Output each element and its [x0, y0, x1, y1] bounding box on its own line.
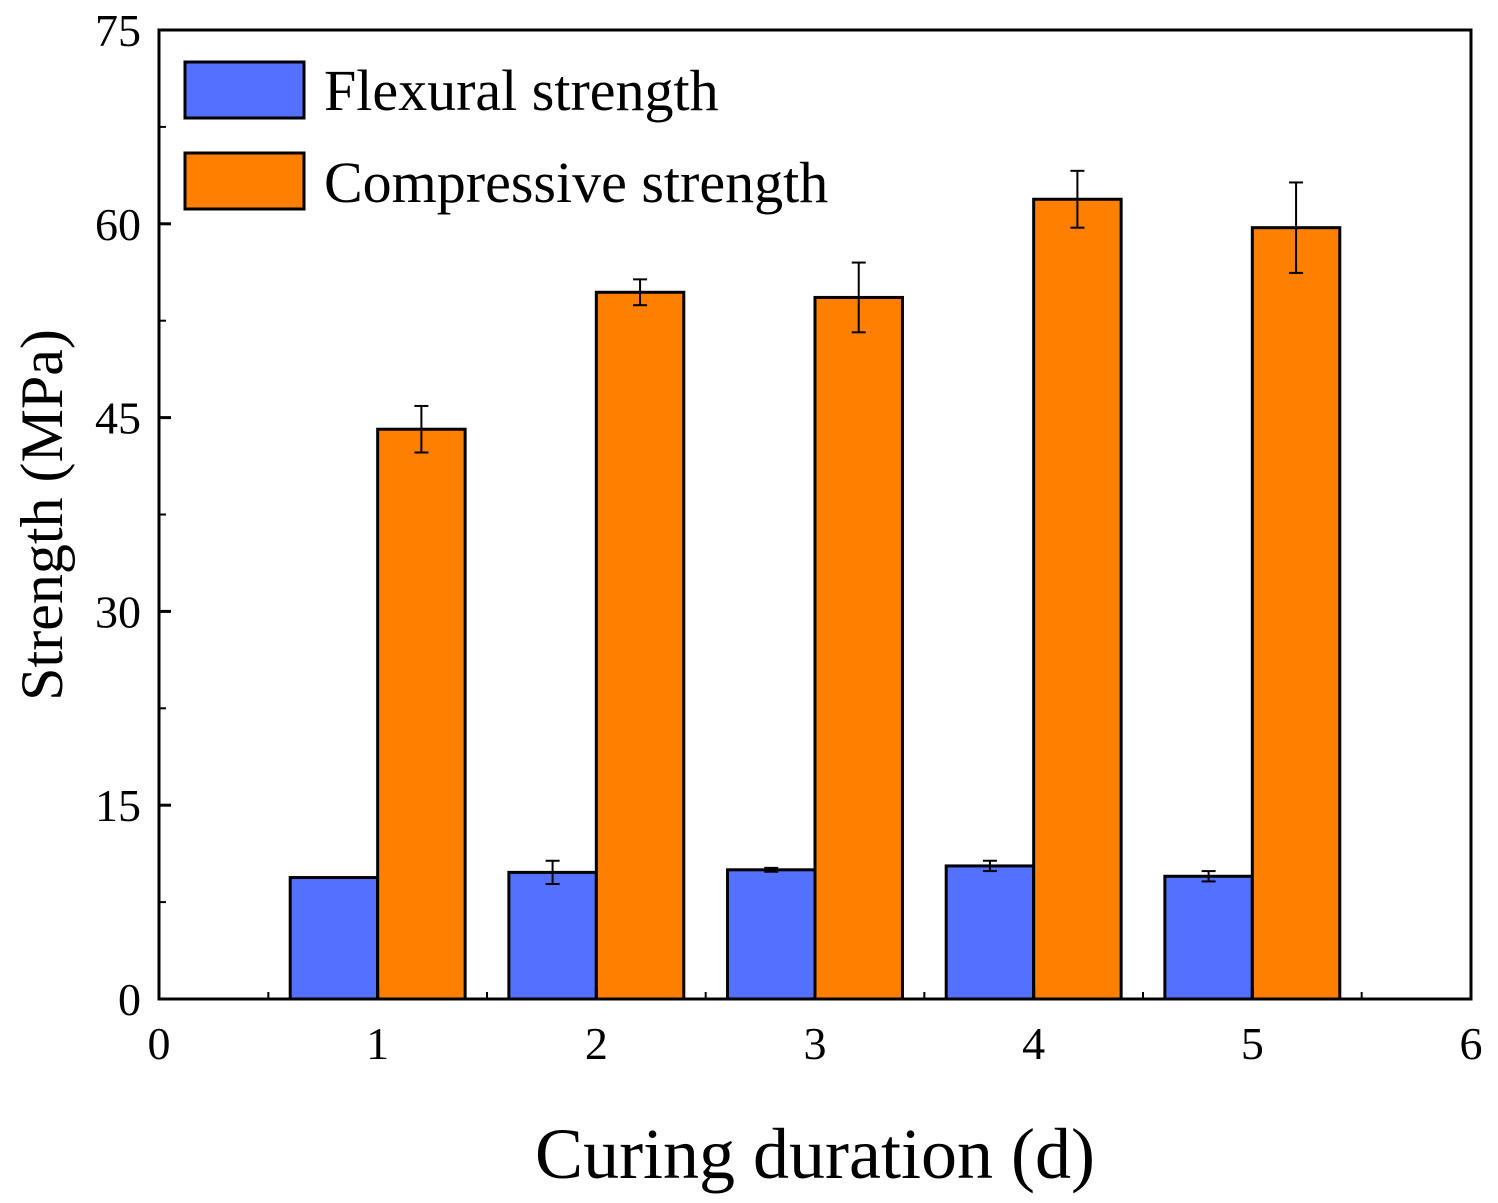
x-axis-ticks: 0 1 2 3 4 5 6 [148, 987, 1483, 1069]
bar-compressive-4 [1032, 197, 1123, 1001]
legend-swatch-flexural [183, 60, 306, 120]
y-axis-title: Strength (MPa) [9, 329, 75, 701]
bars-layer [288, 197, 1342, 1001]
error-bar-compressive-1 [414, 404, 429, 454]
bar-flexural-4 [944, 864, 1036, 1001]
bar-compressive-3 [813, 295, 904, 1001]
legend-label-flexural: Flexural strength [324, 58, 719, 123]
error-bar-compressive-2 [633, 278, 648, 307]
y-tick-label: 45 [95, 393, 141, 444]
y-axis-ticks: 0 15 30 45 60 75 [95, 5, 171, 1025]
x-tick-label: 2 [585, 1018, 608, 1069]
y-tick-label: 30 [95, 586, 141, 637]
x-tick-label: 3 [804, 1018, 827, 1069]
error-bars-layer [414, 169, 1304, 886]
y-tick-label: 15 [95, 780, 141, 831]
bar-flexural-2 [507, 870, 598, 1001]
error-bar-compressive-3 [851, 261, 866, 334]
y-tick-label: 0 [118, 974, 141, 1025]
bar-compressive-1 [376, 427, 467, 1001]
x-tick-label: 6 [1460, 1018, 1483, 1069]
error-bar-flexural-2 [545, 859, 560, 886]
error-bar-compressive-4 [1070, 169, 1085, 229]
error-bar-flexural-3 [764, 866, 779, 873]
y-tick-label: 60 [95, 199, 141, 250]
error-bar-flexural-5 [1201, 870, 1216, 883]
bar-compressive-2 [594, 290, 686, 1001]
bar-flexural-3 [726, 868, 817, 1001]
bar-flexural-1 [288, 876, 380, 1001]
x-tick-label: 5 [1241, 1018, 1264, 1069]
error-bar-compressive-5 [1289, 181, 1304, 274]
legend: Flexural strength Compressive strength [183, 58, 828, 215]
legend-label-compressive: Compressive strength [324, 150, 828, 215]
x-tick-label: 1 [366, 1018, 389, 1069]
bar-compressive-5 [1250, 226, 1342, 1001]
bar-flexural-5 [1163, 874, 1254, 1001]
legend-swatch-compressive [183, 151, 306, 211]
y-tick-label: 75 [95, 5, 141, 56]
x-tick-label: 4 [1022, 1018, 1045, 1069]
error-bar-flexural-4 [982, 859, 997, 873]
x-tick-label: 0 [148, 1018, 171, 1069]
x-axis-title: Curing duration (d) [535, 1114, 1095, 1194]
